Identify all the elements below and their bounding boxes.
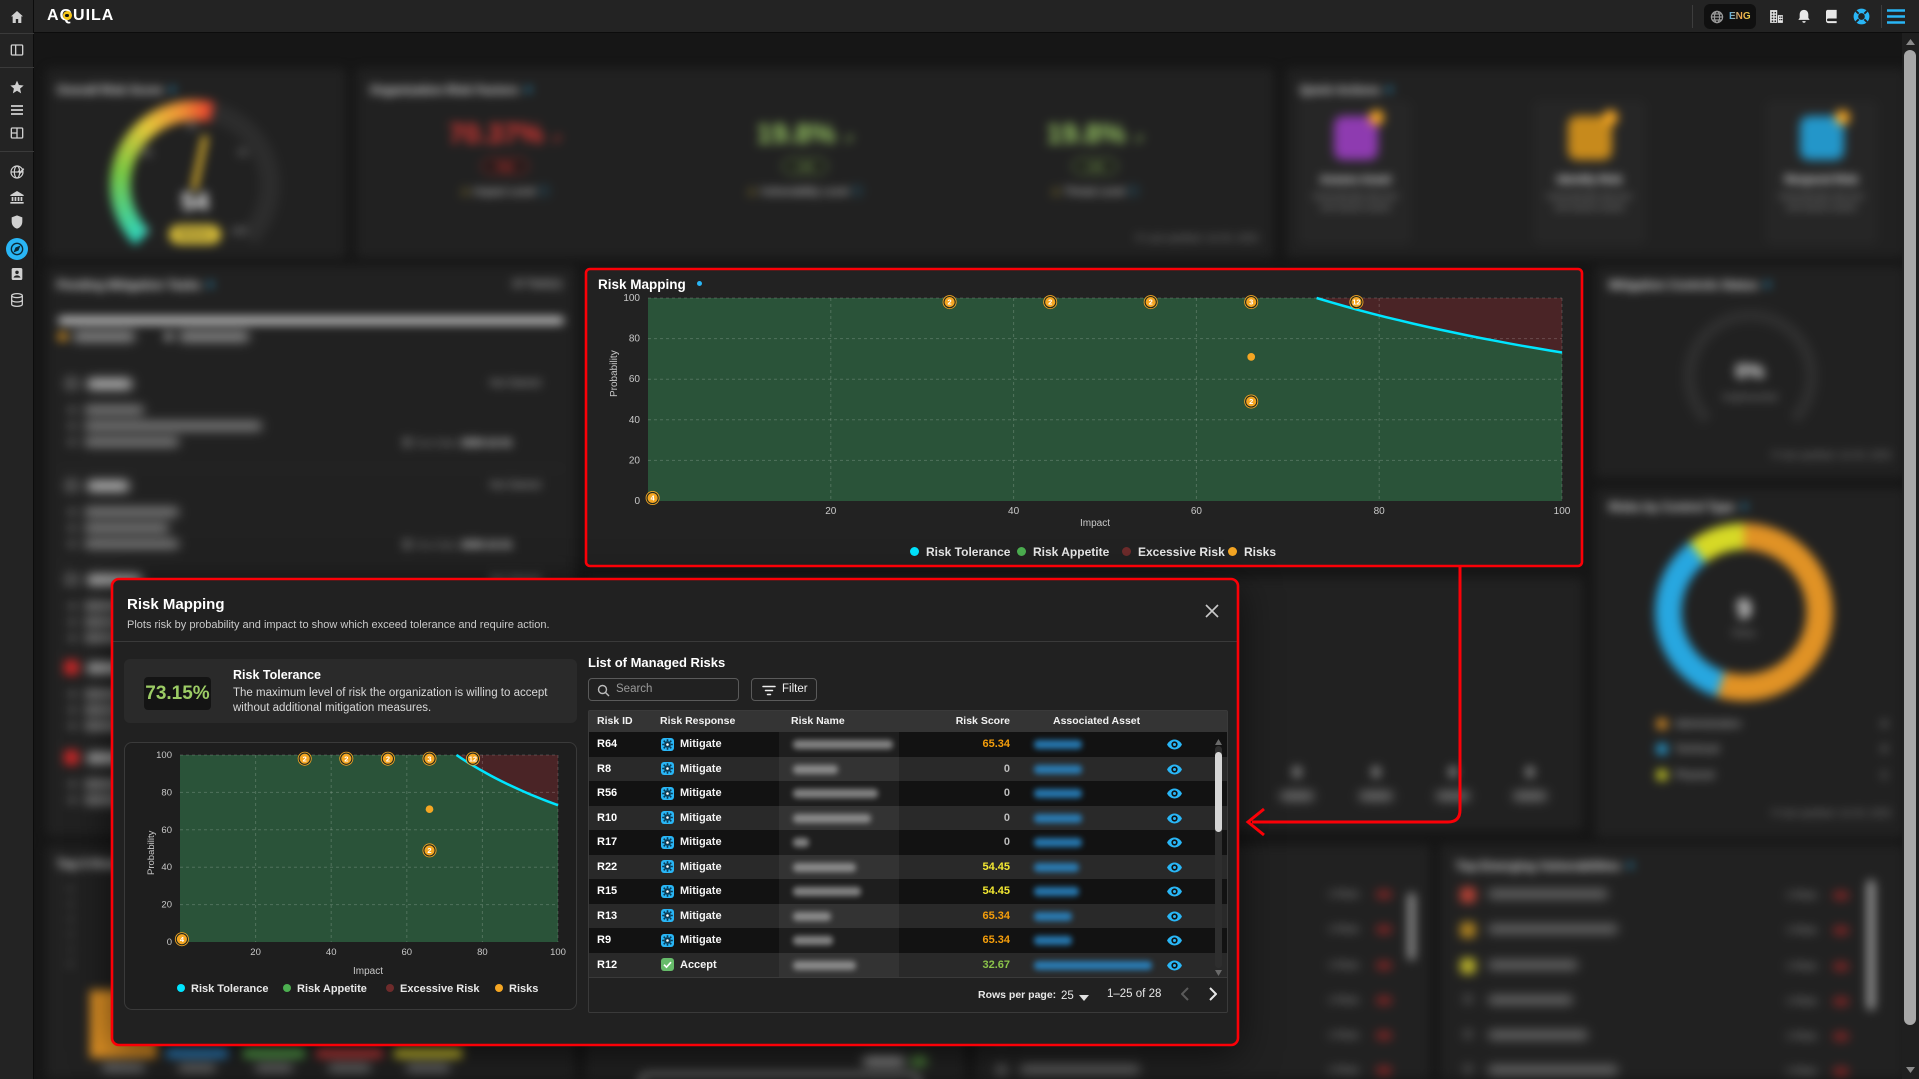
svg-text:20: 20: [250, 947, 261, 958]
svg-text:3: 3: [1249, 298, 1253, 307]
svg-text:60: 60: [161, 825, 172, 836]
svg-text:3: 3: [427, 754, 431, 763]
svg-text:2: 2: [1048, 298, 1052, 307]
svg-text:80: 80: [161, 787, 172, 798]
svg-text:20: 20: [825, 506, 837, 517]
svg-text:40: 40: [326, 947, 337, 958]
svg-text:100: 100: [1554, 506, 1571, 517]
svg-text:80: 80: [477, 947, 488, 958]
svg-text:60: 60: [629, 374, 641, 385]
svg-text:0: 0: [634, 496, 640, 507]
svg-text:100: 100: [156, 750, 172, 761]
svg-text:40: 40: [1008, 506, 1020, 517]
svg-text:2: 2: [386, 754, 390, 763]
svg-text:100: 100: [550, 947, 566, 958]
svg-text:2: 2: [1149, 298, 1153, 307]
svg-text:100: 100: [623, 293, 640, 304]
svg-text:2: 2: [344, 754, 348, 763]
svg-text:20: 20: [629, 455, 641, 466]
svg-text:2: 2: [948, 298, 952, 307]
svg-text:80: 80: [629, 334, 641, 345]
svg-text:2: 2: [427, 846, 431, 855]
svg-text:2: 2: [303, 754, 307, 763]
svg-text:12: 12: [1352, 298, 1360, 307]
svg-text:20: 20: [161, 900, 172, 911]
svg-text:0: 0: [167, 937, 172, 948]
svg-text:12: 12: [469, 754, 477, 763]
svg-text:60: 60: [402, 947, 413, 958]
svg-text:80: 80: [1374, 506, 1386, 517]
svg-text:40: 40: [629, 415, 641, 426]
svg-text:2: 2: [1249, 397, 1253, 406]
svg-text:40: 40: [161, 862, 172, 873]
svg-text:60: 60: [1191, 506, 1203, 517]
